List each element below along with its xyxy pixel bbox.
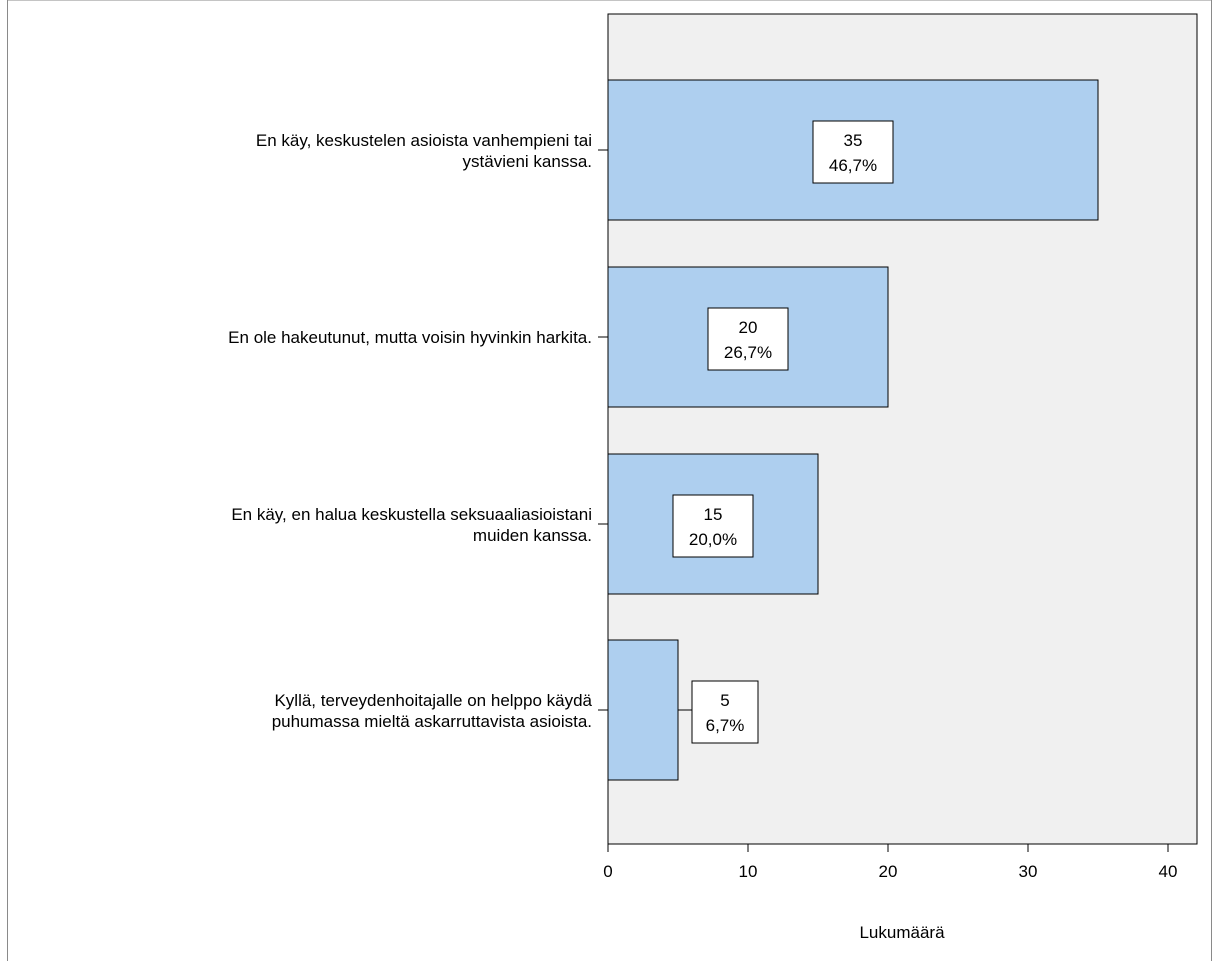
- x-axis-label: Lukumäärä: [859, 923, 945, 942]
- data-label-box-3: [691, 680, 759, 744]
- data-label-count-2: 15: [704, 505, 723, 524]
- data-label-percent-1: 26,7%: [724, 343, 772, 362]
- category-label-0-1: ystävieni kanssa.: [463, 152, 592, 171]
- data-label-box-0: [812, 120, 894, 184]
- x-axis: 0 10 20 30 40: [598, 149, 1178, 881]
- category-label-0-0: En käy, keskustelen asioista vanhempieni…: [256, 131, 592, 150]
- x-tick-label-2: 20: [879, 862, 898, 881]
- x-tick-label-1: 10: [739, 862, 758, 881]
- x-tick-label-0: 0: [603, 862, 612, 881]
- data-label-count-0: 35: [844, 131, 863, 150]
- y-axis-categories: En käy, keskustelen asioista vanhempieni…: [228, 131, 592, 731]
- data-label-percent-3: 6,7%: [706, 716, 745, 735]
- category-label-1-0: En ole hakeutunut, mutta voisin hyvinkin…: [228, 328, 592, 347]
- data-label-percent-2: 20,0%: [689, 530, 737, 549]
- category-label-3-1: puhumassa mieltä askarruttavista asioist…: [272, 712, 592, 731]
- bar-3: [607, 639, 679, 781]
- x-tick-label-4: 40: [1159, 862, 1178, 881]
- category-label-3-0: Kyllä, terveydenhoitajalle on helppo käy…: [274, 691, 592, 710]
- data-label-count-3: 5: [720, 691, 729, 710]
- category-label-2-0: En käy, en halua keskustella seksuaalias…: [231, 505, 592, 524]
- data-label-count-1: 20: [739, 318, 758, 337]
- data-label-box-2: [672, 494, 754, 558]
- data-label-box-1: [707, 307, 789, 371]
- x-tick-label-3: 30: [1019, 862, 1038, 881]
- category-label-2-1: muiden kanssa.: [473, 526, 592, 545]
- data-labels: 35 46,7% 20 26,7% 15 20,0% 5 6,7%: [672, 120, 894, 744]
- data-label-percent-0: 46,7%: [829, 156, 877, 175]
